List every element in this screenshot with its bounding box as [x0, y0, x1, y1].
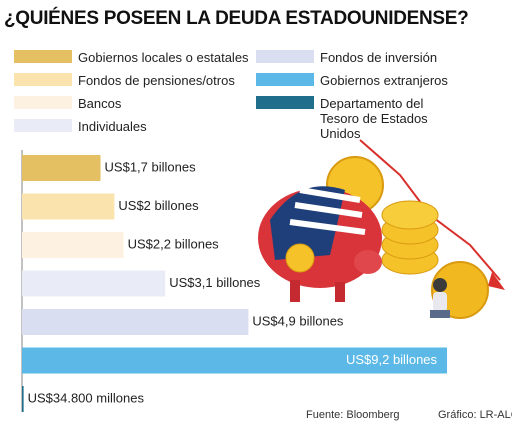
bar	[22, 347, 448, 374]
legend-swatch	[256, 73, 314, 86]
legend-swatch	[14, 96, 72, 109]
legend-label: Gobiernos locales o estatales	[78, 50, 249, 65]
bar	[22, 309, 249, 335]
credit: Gráfico: LR-ALG	[438, 409, 512, 421]
bar	[22, 270, 166, 297]
legend-label: Individuales	[78, 119, 147, 134]
legend-item: Fondos de inversión	[256, 50, 456, 65]
value-label: US$9,2 billones	[346, 352, 438, 367]
legend-label: Fondos de pensiones/otros	[78, 73, 235, 88]
value-label: US$3,1 billones	[169, 275, 261, 290]
legend-item: Gobiernos extranjeros	[256, 73, 456, 88]
legend-swatch	[256, 50, 314, 63]
value-label: US$1,7 billones	[105, 159, 197, 174]
legend-item: Individuales	[14, 119, 147, 134]
title: ¿QUIÉNES POSEEN LA DEUDA ESTADOUNIDENSE?	[4, 8, 469, 29]
legend-label: Fondos de inversión	[320, 50, 438, 65]
legend-swatch	[256, 96, 314, 109]
bar	[22, 155, 101, 181]
legend-item: Departamento del Tesoro de Estados Unido…	[256, 96, 456, 141]
legend-label: Bancos	[78, 96, 122, 111]
bar	[22, 193, 115, 220]
value-label: US$2,2 billones	[128, 236, 220, 251]
legend-swatch	[14, 119, 72, 132]
legend-swatch	[14, 50, 72, 63]
value-label: US$2 billones	[118, 198, 199, 213]
legend-item: Bancos	[14, 96, 121, 111]
legend-item: Gobiernos locales o estatales	[14, 50, 249, 65]
value-label: US$34.800 millones	[28, 390, 145, 405]
legend-item: Fondos de pensiones/otros	[14, 73, 235, 88]
bar	[22, 232, 124, 258]
bar	[22, 386, 24, 412]
illustration	[258, 139, 505, 319]
source: Fuente: Bloomberg	[306, 409, 400, 421]
value-label: US$4,9 billones	[252, 313, 344, 328]
legend-label: Departamento del Tesoro de Estados Unido…	[320, 96, 428, 141]
legend-label: Gobiernos extranjeros	[320, 73, 448, 88]
legend-swatch	[14, 73, 72, 86]
